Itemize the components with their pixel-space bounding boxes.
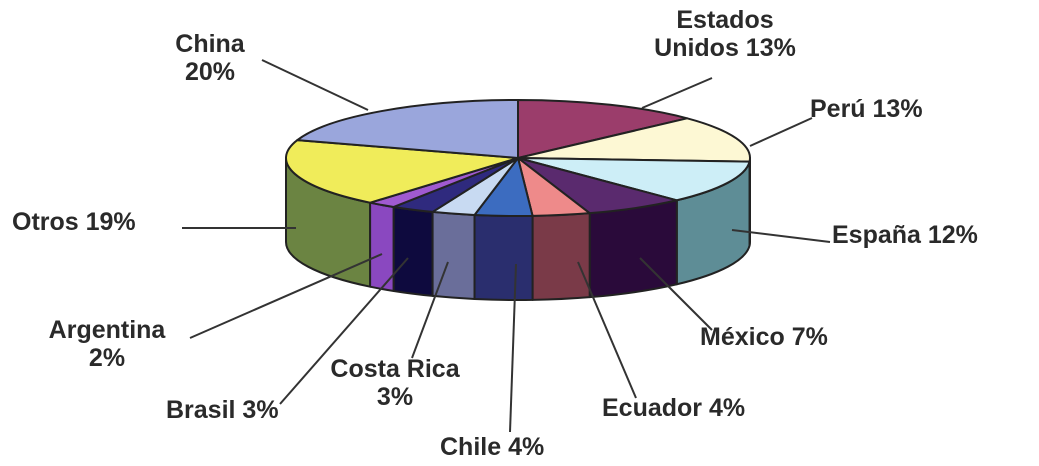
leader-line-brasil: [279, 257, 409, 405]
label-brasil: Brasil 3%: [166, 396, 279, 424]
label-brasil-text: Brasil 3%: [166, 396, 279, 424]
label-espana-text: España 12%: [832, 221, 978, 249]
label-espana: España 12%: [832, 221, 978, 249]
pie-slice-china: [296, 99, 519, 159]
label-argentina-line1: Argentina: [48, 316, 166, 344]
label-argentina-line2: 2%: [88, 344, 126, 372]
label-chile: Chile 4%: [440, 433, 544, 461]
leader-line-china: [261, 59, 369, 111]
label-chile-text: Chile 4%: [440, 433, 545, 461]
leader-line-estados-unidos: [641, 77, 713, 109]
label-estados-unidos: Estados Unidos 13%: [630, 6, 820, 62]
label-estados-unidos-line2: Unidos 13%: [654, 34, 796, 62]
label-otros: Otros 19%: [12, 208, 136, 236]
label-estados-unidos-line1: Estados: [676, 6, 774, 34]
pie-slice-estados-unidos: [517, 99, 689, 159]
label-peru-text: Perú 13%: [810, 95, 923, 123]
label-peru: Perú 13%: [810, 95, 923, 123]
leader-line-espana: [731, 229, 831, 243]
label-mexico: México 7%: [700, 323, 828, 351]
leader-line-mexico: [639, 257, 713, 331]
label-otros-text: Otros 19%: [12, 208, 136, 236]
label-mexico-text: México 7%: [700, 323, 828, 351]
label-ecuador: Ecuador 4%: [602, 394, 745, 422]
label-costa-rica: Costa Rica 3%: [305, 355, 485, 411]
leader-line-costa-rica: [411, 261, 449, 359]
label-costa-rica-line1: Costa Rica: [330, 355, 460, 383]
pie-slice-méxico: [517, 157, 678, 215]
leader-line-chile: [509, 263, 517, 433]
label-china: China 20%: [150, 30, 270, 86]
label-china-line2: 20%: [184, 58, 236, 86]
pie-side-ecuador: [531, 212, 591, 301]
pie-slice-españa: [517, 157, 751, 202]
pie-slice-perú: [517, 117, 751, 163]
label-china-line1: China: [175, 30, 245, 58]
pie-side-chile: [473, 213, 534, 301]
leader-line-peru: [749, 117, 813, 147]
label-ecuador-text: Ecuador 4%: [602, 394, 746, 422]
leader-line-ecuador: [577, 261, 637, 399]
pie-slice-otros: [285, 139, 519, 204]
pie-side-brasil: [392, 205, 434, 297]
leader-line-argentina: [189, 253, 383, 339]
label-costa-rica-line2: 3%: [376, 383, 414, 411]
label-argentina: Argentina 2%: [22, 316, 192, 372]
